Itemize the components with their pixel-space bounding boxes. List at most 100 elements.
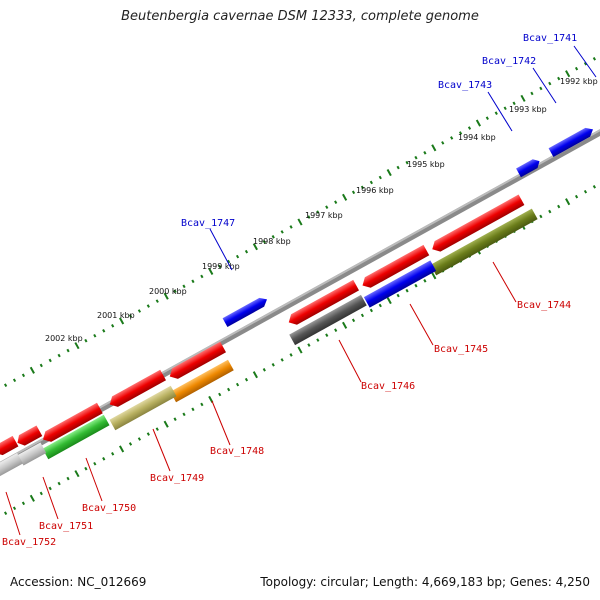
outer-tick xyxy=(386,169,392,177)
outer-tick xyxy=(128,314,133,318)
accession-text: Accession: NC_012669 xyxy=(10,575,147,589)
outer-tick xyxy=(530,91,534,96)
outer-tick xyxy=(93,333,97,338)
inner-tick xyxy=(325,333,329,337)
outer-tick xyxy=(583,61,588,66)
inner-tick xyxy=(57,481,61,486)
outer-tick xyxy=(4,383,8,387)
outer-tick xyxy=(102,328,106,333)
gene-1747[interactable] xyxy=(222,295,270,328)
gene-red-f[interactable] xyxy=(40,402,103,445)
gene-1744[interactable] xyxy=(430,208,538,276)
kbp-label: 1996 kbp xyxy=(356,186,394,195)
inner-tick xyxy=(182,412,186,417)
gene-label-1751[interactable]: Bcav_1751 xyxy=(39,521,93,532)
kbp-label: 1992 kbp xyxy=(560,77,598,86)
gene-red-b[interactable] xyxy=(360,244,430,291)
gene-1743[interactable] xyxy=(516,157,542,178)
inner-tick xyxy=(155,427,159,431)
outer-tick xyxy=(592,57,596,61)
inner-tick xyxy=(48,486,52,491)
outer-tick xyxy=(520,94,526,102)
outer-tick xyxy=(369,180,373,185)
inner-tick xyxy=(414,283,418,288)
leader-1751 xyxy=(42,476,59,520)
inner-tick xyxy=(163,420,169,428)
gene-1752[interactable] xyxy=(0,452,23,480)
inner-tick xyxy=(128,442,133,446)
gene-1746[interactable] xyxy=(289,294,367,346)
leader-1747 xyxy=(209,228,233,271)
gene-label-1750[interactable]: Bcav_1750 xyxy=(82,503,136,514)
gene-label-1743[interactable]: Bcav_1743 xyxy=(438,80,492,91)
gene-label-1748[interactable]: Bcav_1748 xyxy=(210,446,264,457)
inner-tick xyxy=(592,185,596,189)
gene-red-h[interactable] xyxy=(0,435,19,458)
outer-tick xyxy=(557,76,561,81)
outer-tick xyxy=(271,235,275,239)
gene-red-d[interactable] xyxy=(167,341,227,382)
outer-tick xyxy=(378,175,382,180)
inner-tick xyxy=(431,272,437,280)
inner-tick xyxy=(252,371,258,379)
gene-label-1744[interactable]: Bcav_1744 xyxy=(517,300,571,311)
outer-tick xyxy=(252,243,258,251)
kbp-label: 2000 kbp xyxy=(149,287,187,296)
outer-tick xyxy=(351,190,356,195)
leader-1744 xyxy=(492,261,517,303)
outer-tick xyxy=(208,267,214,275)
inner-tick xyxy=(74,470,80,478)
kbp-label: 1998 kbp xyxy=(253,237,291,246)
gene-1750[interactable] xyxy=(42,414,110,460)
leader-1746 xyxy=(338,339,362,383)
backbone-line xyxy=(0,92,600,506)
scale-labels: 1992 kbp 1993 kbp 1994 kbp 1995 kbp 1996… xyxy=(45,77,598,343)
gene-red-a[interactable] xyxy=(429,194,525,255)
leader-1752 xyxy=(5,491,21,536)
inner-tick xyxy=(539,214,543,219)
gene-label-1745[interactable]: Bcav_1745 xyxy=(434,344,488,355)
outer-tick xyxy=(163,292,169,300)
inner-tick xyxy=(405,288,409,293)
gene-1749[interactable] xyxy=(109,385,177,431)
gene-1748[interactable] xyxy=(170,359,234,403)
gene-label-1746[interactable]: Bcav_1746 xyxy=(361,381,415,392)
gene-red-c[interactable] xyxy=(286,279,360,328)
inner-tick xyxy=(378,303,382,308)
gene-label-1749[interactable]: Bcav_1749 xyxy=(150,473,204,484)
gene-label-1752[interactable]: Bcav_1752 xyxy=(2,537,56,548)
gene-label-1747[interactable]: Bcav_1747 xyxy=(181,218,235,229)
kbp-label: 1995 kbp xyxy=(407,160,445,169)
gene-label-1742[interactable]: Bcav_1742 xyxy=(482,56,536,67)
inner-tick xyxy=(200,402,204,407)
gene-label-1741[interactable]: Bcav_1741 xyxy=(523,33,577,44)
outer-tick xyxy=(414,155,418,160)
outer-tick xyxy=(467,126,472,130)
map-title: Beutenbergia cavernae DSM 12333, complet… xyxy=(121,9,479,24)
outer-tick xyxy=(450,136,454,140)
outer-tick xyxy=(475,119,481,127)
outer-tick xyxy=(360,185,365,190)
kbp-label: 2001 kbp xyxy=(97,311,135,320)
outer-tick xyxy=(200,274,204,279)
inner-tick xyxy=(557,204,561,209)
inner-tick xyxy=(218,392,222,397)
outer-tick xyxy=(289,225,293,229)
gene-1745[interactable] xyxy=(363,260,437,308)
inner-tick xyxy=(262,367,266,372)
gene-1741[interactable] xyxy=(548,125,596,158)
inner-tick xyxy=(369,308,373,313)
gene-red-g[interactable] xyxy=(15,425,43,448)
gene-1751[interactable] xyxy=(17,442,47,466)
gene-red-e[interactable] xyxy=(107,369,167,410)
inner-tick xyxy=(93,461,97,466)
inner-tick xyxy=(66,476,70,481)
outer-tick xyxy=(405,160,409,165)
inner-tick xyxy=(137,437,142,441)
outer-tick xyxy=(39,363,43,368)
outer-tick xyxy=(182,284,186,289)
outer-tick xyxy=(57,353,61,358)
inner-tick xyxy=(29,494,35,502)
inner-tick xyxy=(334,328,338,333)
outer-tick xyxy=(12,378,17,383)
